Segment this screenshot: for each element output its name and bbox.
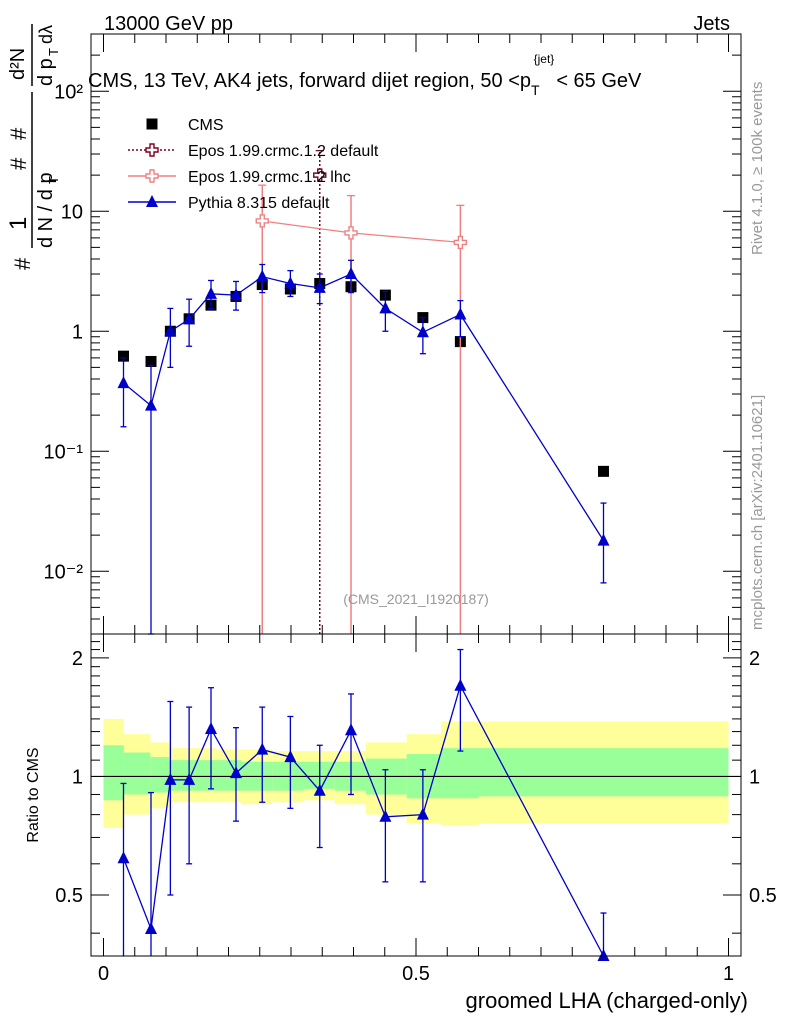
- epos-point: [344, 226, 358, 240]
- cms-point: [598, 465, 609, 477]
- ratio-pythia-point: [313, 783, 326, 796]
- pythia-point: [164, 324, 177, 337]
- ratio-pythia-point: [230, 766, 242, 779]
- epos-point: [453, 235, 468, 250]
- ratio-pythia-point: [183, 772, 196, 785]
- watermark: (CMS_2021_I1920187): [343, 591, 489, 607]
- pythia-point: [256, 269, 269, 282]
- svg-text:mcplots.cern.ch [arXiv:2401.10: mcplots.cern.ch [arXiv:2401.10621]: [749, 395, 766, 630]
- cms-point: [145, 355, 157, 367]
- ratio-pythia-point: [256, 742, 269, 755]
- ratio-pythia-point: [416, 807, 429, 820]
- series-pythia-8-315-default: [117, 259, 610, 635]
- ratio-pythia-point: [379, 809, 392, 822]
- main-axes: 10⁻² 10⁻¹ 1 10 10²: [44, 33, 741, 635]
- legend: CMS Epos 1.99.crmc.1.2 default Epos 1.99.c…: [128, 117, 379, 212]
- ratio-y-tick-label: 2: [749, 648, 760, 670]
- y-axis-label: # 1 d N / d p T # # d²N d p T dλ: [5, 24, 61, 270]
- green-band: [191, 760, 216, 791]
- svg-text:dλ: dλ: [36, 25, 56, 44]
- pythia-point: [313, 280, 326, 293]
- legend-marker: [145, 143, 159, 157]
- series-epos-1-99-crmc-1-2-default: [313, 149, 327, 634]
- series-line: [123, 273, 605, 541]
- pythia-point: [117, 376, 130, 389]
- pythia-point: [205, 286, 217, 299]
- green-band: [123, 752, 151, 795]
- header-left: 13000 GeV pp: [104, 13, 233, 35]
- epos-point: [313, 168, 327, 182]
- ratio-y-tick-label: 0.5: [55, 885, 83, 907]
- svg-text:Ratio to CMS: Ratio to CMS: [25, 747, 42, 842]
- legend-label: CMS: [188, 117, 224, 134]
- ratio-pythia-point: [164, 772, 177, 785]
- legend-label: Epos 1.99.crmc.1.2 lhc: [188, 169, 351, 186]
- y-tick-label: 10: [61, 201, 83, 223]
- svg-text:T: T: [46, 176, 61, 184]
- svg-text:T: T: [46, 48, 61, 56]
- legend-marker: [146, 195, 158, 207]
- header-right: Jets: [693, 13, 730, 35]
- pythia-point: [145, 398, 157, 411]
- ratio-pythia-point: [454, 678, 467, 691]
- green-band: [169, 760, 191, 791]
- pythia-point: [454, 307, 467, 320]
- svg-text:#: #: [6, 127, 31, 140]
- green-band: [150, 757, 170, 793]
- green-band: [441, 748, 479, 799]
- ratio-pythia-point: [345, 723, 357, 736]
- ratio-axes: 0.5 0.5 1 1 2 2 0 0.5 1: [55, 634, 777, 985]
- legend-item: CMS: [146, 117, 224, 134]
- x-tick-label: 0: [98, 963, 109, 985]
- legend-item: Epos 1.99.crmc.1.2 lhc: [128, 169, 351, 186]
- x-tick-label: 1: [723, 963, 734, 985]
- side-label-top: Rivet 4.1.0, ≥ 100k events: [749, 82, 766, 255]
- plot-title: CMS, 13 TeV, AK4 jets, forward dijet reg…: [88, 52, 642, 98]
- ratio-bands: [91, 718, 741, 828]
- svg-text:Rivet 4.1.0, ≥ 100k events: Rivet 4.1.0, ≥ 100k events: [749, 82, 766, 255]
- ratio-pythia-point: [117, 851, 130, 864]
- pythia-point: [284, 276, 297, 289]
- ratio-y-tick-label: 1: [72, 766, 83, 788]
- legend-item: Pythia 8.315 default: [128, 195, 330, 212]
- legend-item: Epos 1.99.crmc.1.2 default: [128, 143, 379, 160]
- ratio-pythia-point: [145, 921, 157, 934]
- y-tick-label: 1: [72, 321, 83, 343]
- y-tick-label: 10⁻¹: [44, 441, 84, 463]
- svg-text:d p: d p: [35, 58, 57, 86]
- green-band: [103, 745, 124, 801]
- svg-text:#: #: [10, 257, 35, 270]
- pythia-point: [230, 288, 242, 301]
- pythia-point: [597, 533, 610, 546]
- legend-label: Epos 1.99.crmc.1.2 default: [188, 143, 379, 160]
- main-plot: [117, 149, 610, 635]
- legend-marker: [146, 118, 158, 130]
- side-label-bottom: mcplots.cern.ch [arXiv:2401.10621]: [749, 395, 766, 630]
- ratio-y-label: Ratio to CMS: [25, 747, 42, 842]
- y-tick-label: 10²: [54, 81, 83, 103]
- pythia-point: [345, 267, 357, 279]
- y-tick-label: 10⁻²: [44, 561, 84, 583]
- legend-label: Pythia 8.315 default: [188, 195, 330, 212]
- ratio-y-tick-label: 1: [749, 766, 760, 788]
- ratio-pythia-point: [284, 750, 297, 763]
- pythia-point: [416, 325, 429, 338]
- legend-marker: [145, 169, 159, 183]
- epos-point: [255, 214, 269, 228]
- svg-text:#: #: [6, 157, 31, 170]
- x-tick-label: 0.5: [402, 963, 430, 985]
- svg-text:1: 1: [5, 217, 32, 230]
- pythia-point: [379, 301, 392, 314]
- ratio-y-tick-label: 0.5: [749, 885, 777, 907]
- ratio-y-tick-label: 2: [72, 648, 83, 670]
- cms-point: [118, 350, 129, 362]
- green-band: [478, 748, 729, 797]
- svg-text:d²N: d²N: [7, 48, 29, 80]
- svg-text:d N / d p: d N / d p: [35, 172, 57, 248]
- pythia-point: [183, 312, 196, 325]
- x-axis-label: groomed LHA (charged-only): [466, 988, 748, 1013]
- ratio-pythia-point: [205, 721, 217, 734]
